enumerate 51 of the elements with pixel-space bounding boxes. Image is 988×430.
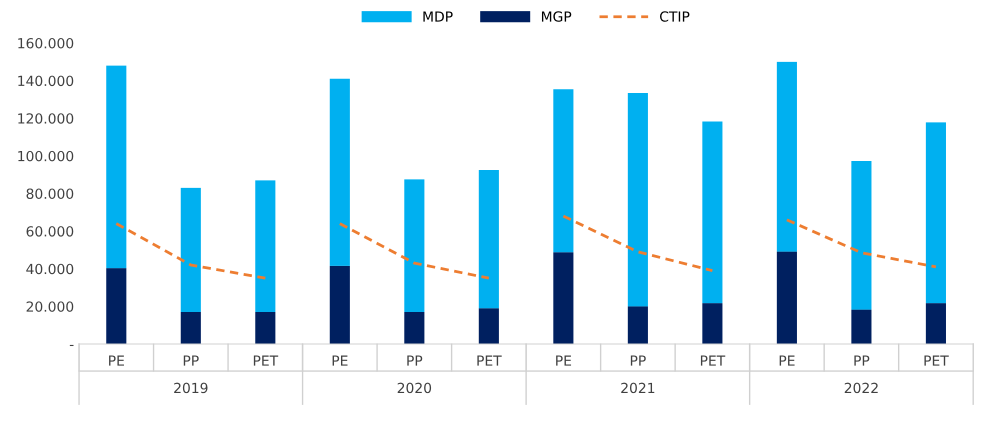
bar [851, 160, 872, 310]
text: 2022 [844, 382, 878, 394]
y-tick-label: 100.000 [18, 150, 74, 162]
y-tick-label: 20.000 [26, 301, 74, 312]
x-tick-label: PP [630, 356, 646, 366]
text: 2020 [398, 382, 432, 394]
x-tick-label: PET [254, 356, 278, 366]
x-tick-label: PE [109, 356, 124, 366]
bar [702, 121, 722, 304]
bar [404, 312, 424, 344]
y-tick-label: - [70, 344, 74, 346]
legend-label: MGP [542, 11, 572, 22]
bar [106, 66, 126, 268]
bar [478, 170, 499, 308]
x-tick-label: PP [184, 356, 199, 366]
bar [330, 78, 350, 266]
y-tick-label: 80.000 [26, 188, 74, 199]
legend-label: CTIP [660, 11, 690, 22]
x-tick-label: PE [556, 356, 572, 366]
y-tick-label: 140.000 [18, 76, 74, 86]
x-tick-label: PE [332, 356, 348, 366]
bar [180, 312, 201, 344]
x-tick-label: PET [700, 356, 726, 366]
bar [776, 62, 797, 252]
x-tick-label: PP [407, 356, 422, 366]
bar [926, 122, 946, 304]
bar [926, 303, 946, 344]
bar [478, 308, 499, 344]
bar [255, 312, 276, 344]
y-tick-label: 40.000 [26, 264, 74, 274]
bar [702, 303, 722, 344]
bar [628, 306, 648, 344]
x-tick-label: PE [780, 356, 795, 366]
x-tick-label: PP [854, 356, 870, 366]
bar [106, 268, 126, 344]
bar [553, 252, 574, 344]
y-tick-label: 120.000 [18, 113, 74, 124]
bar [180, 188, 201, 312]
bar [776, 252, 797, 344]
bar [628, 93, 648, 306]
y-tick-label: 160.000 [18, 38, 74, 48]
legend-label: MDP [423, 11, 453, 22]
y-tick-label: 60.000 [26, 226, 74, 237]
text: 2019 [174, 382, 208, 394]
bar [330, 266, 350, 344]
bar [553, 89, 574, 252]
x-tick-label: PET [477, 356, 502, 366]
bar [255, 180, 276, 312]
x-tick-label: PET [924, 356, 949, 366]
text: 2021 [621, 382, 654, 394]
bar [851, 310, 872, 344]
